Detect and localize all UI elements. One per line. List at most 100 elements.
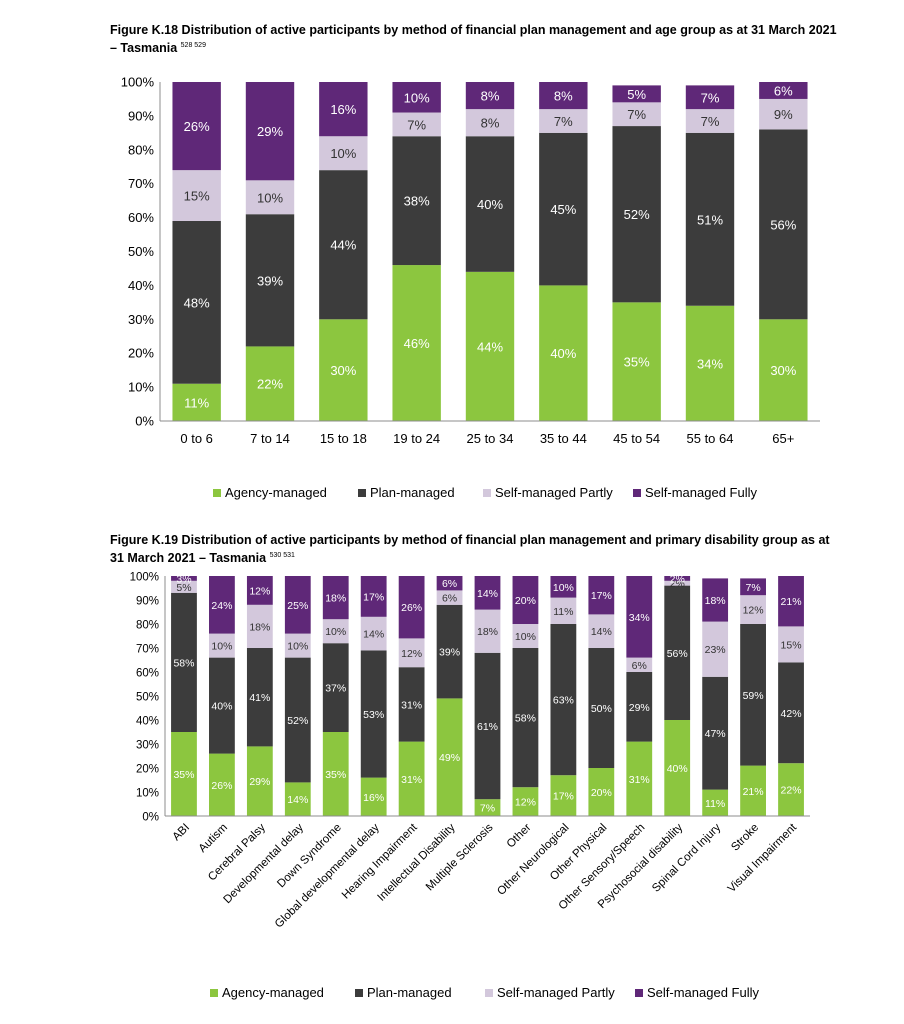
k18-bar-self-managed-fully-45-to-54 [612,85,661,103]
k18-bar-self-managed-fully-35-to-44 [539,82,588,110]
k18-data-label-self-managed-partly-55-to-64: 7% [701,114,720,129]
k19-data-label-plan-managed-other-neurological: 63% [553,695,574,707]
k19-bar-plan-managed-global-developmental-delay [360,650,387,778]
k18-bar-plan-managed-65 [759,129,808,320]
k19-bar-plan-managed-down-syndrome [322,643,349,732]
k19-bar-self-managed-fully-psychosocial-disability [664,576,691,581]
k19-bar-self-managed-partly-hearing-impairment [398,638,425,668]
k19-bar-agency-managed-stroke [740,765,766,816]
k18-x-tick-label: 55 to 64 [687,431,734,446]
k19-bar-agency-managed-other-sensory-speech [626,741,653,816]
k19-data-label-agency-managed-stroke: 21% [743,786,764,798]
k19-data-label-agency-managed-other-sensory-speech: 31% [629,774,650,786]
k19-bar-plan-managed-abi [171,592,197,732]
k19-data-label-self-managed-partly-other-neurological: 11% [553,606,573,618]
k19-legend-swatch-plan-managed [355,989,363,997]
k19-legend-swatch-self-managed-fully [635,989,643,997]
k19-bar-self-managed-fully-other-physical [588,576,615,615]
k19-legend-swatch-agency-managed [210,989,218,997]
k18-data-label-self-managed-fully-55-to-64: 7% [701,90,720,105]
k18-data-label-self-managed-fully-45-to-54: 5% [627,87,646,102]
k19-data-label-self-managed-fully-other-sensory-speech: 34% [629,612,650,624]
k19-data-label-plan-managed-autism: 40% [211,701,232,713]
k19-bar-self-managed-partly-global-developmental-delay [360,616,387,651]
k18-data-label-self-managed-fully-25-to-34: 8% [481,89,500,104]
k19-data-label-agency-managed-intellectual-disability: 49% [439,752,460,764]
k19-data-label-plan-managed-down-syndrome: 37% [325,683,346,695]
k19-bar-agency-managed-developmental-delay [284,782,311,816]
k19-x-tick-label: Down Syndrome [275,822,344,891]
k19-data-label-self-managed-partly-visual-impairment: 15% [781,639,802,651]
k19-x-tick-label: Autism [197,822,230,855]
k19-bar-self-managed-partly-developmental-delay [284,633,311,658]
k19-bar-plan-managed-multiple-sclerosis [474,652,501,800]
k19-bar-plan-managed-other [512,648,539,788]
k18-x-tick-label: 25 to 34 [467,431,514,446]
k18-data-label-self-managed-fully-19-to-24: 10% [404,90,430,105]
k19-bar-self-managed-fully-other-sensory-speech [626,576,653,658]
k18-data-label-self-managed-partly-45-to-54: 7% [627,107,646,122]
k18-y-tick-label: 0% [135,414,154,429]
k19-bar-agency-managed-psychosocial-disability [664,720,691,816]
k19-data-label-self-managed-partly-stroke: 12% [743,605,764,617]
k19-bar-agency-managed-other-neurological [550,775,577,816]
k19-bar-plan-managed-developmental-delay [284,657,311,783]
k19-bar-self-managed-partly-visual-impairment [778,626,804,663]
k19-bar-plan-managed-intellectual-disability [436,604,463,699]
k19-data-label-agency-managed-global-developmental-delay: 16% [363,792,384,804]
k18-y-tick-label: 10% [128,380,154,395]
k19-data-label-plan-managed-multiple-sclerosis: 61% [477,721,498,733]
k18-bar-self-managed-partly-25-to-34 [465,109,515,137]
k18-data-label-agency-managed-35-to-44: 40% [550,346,576,361]
k18-data-label-agency-managed-7-to-14: 22% [257,377,283,392]
k19-data-label-plan-managed-global-developmental-delay: 53% [363,709,384,721]
k18-y-tick-label: 60% [128,210,154,225]
k19-bar-self-managed-partly-psychosocial-disability [664,580,691,586]
k18-bar-plan-managed-25-to-34 [465,136,515,272]
k19-data-label-self-managed-fully-psychosocial-disability: 2% [670,573,685,585]
k19-bar-agency-managed-down-syndrome [322,732,349,816]
k18-bar-plan-managed-45-to-54 [612,126,661,303]
k18-x-tick-label: 19 to 24 [393,431,440,446]
k19-data-label-agency-managed-hearing-impairment: 31% [401,774,422,786]
k19-y-tick-label: 20% [136,764,159,776]
k18-data-label-agency-managed-55-to-64: 34% [697,356,723,371]
k18-x-tick-label: 35 to 44 [540,431,587,446]
k19-data-label-agency-managed-other-neurological: 17% [553,791,574,803]
k19-data-label-self-managed-fully-global-developmental-delay: 17% [363,591,384,603]
k19-data-label-self-managed-partly-psychosocial-disability: 2% [670,578,685,590]
k19-data-label-self-managed-fully-other-neurological: 10% [553,582,574,594]
k19-data-label-agency-managed-other-physical: 20% [591,787,612,799]
k19-bar-plan-managed-other-physical [588,648,615,768]
k18-bar-self-managed-fully-65 [759,82,808,99]
k18-bar-self-managed-fully-15-to-18 [319,82,368,137]
k18-y-tick-label: 80% [128,142,154,157]
k19-bar-plan-managed-other-sensory-speech [626,672,653,742]
k19-bar-agency-managed-other [512,787,539,816]
k19-bar-self-managed-partly-down-syndrome [322,619,349,644]
k19-data-label-agency-managed-psychosocial-disability: 40% [667,763,688,775]
k19-data-label-plan-managed-intellectual-disability: 39% [439,647,460,659]
k19-legend-swatch-self-managed-partly [485,989,493,997]
k19-data-label-self-managed-fully-other-physical: 17% [591,590,612,602]
k18-y-tick-label: 50% [128,244,154,259]
k18-data-label-agency-managed-0-to-6: 11% [184,395,209,410]
k18-bar-self-managed-fully-25-to-34 [465,82,515,110]
k19-y-tick-label: 0% [142,812,159,824]
k19-bar-plan-managed-cerebral-palsy [246,648,273,747]
k18-x-tick-label: 15 to 18 [320,431,367,446]
k19-bar-plan-managed-other-neurological [550,624,577,776]
k18-data-label-agency-managed-25-to-34: 44% [477,339,503,354]
k18-legend-label-agency-managed: Agency-managed [225,485,327,500]
k18-y-tick-label: 100% [121,75,155,90]
k18-data-label-self-managed-partly-65: 9% [774,107,793,122]
k19-data-label-self-managed-fully-spinal-cord-injury: 18% [705,595,726,607]
k19-data-label-self-managed-partly-other-sensory-speech: 6% [632,660,647,672]
k18-bar-self-managed-partly-45-to-54 [612,102,661,127]
k19-bar-self-managed-fully-stroke [740,578,766,596]
k19-bar-self-managed-partly-multiple-sclerosis [474,609,501,653]
k19-bar-self-managed-fully-spinal-cord-injury [702,578,729,622]
k19-x-tick-label: Other [505,822,534,851]
k19-data-label-self-managed-fully-down-syndrome: 18% [325,593,346,605]
k18-y-tick-label: 90% [128,108,154,123]
